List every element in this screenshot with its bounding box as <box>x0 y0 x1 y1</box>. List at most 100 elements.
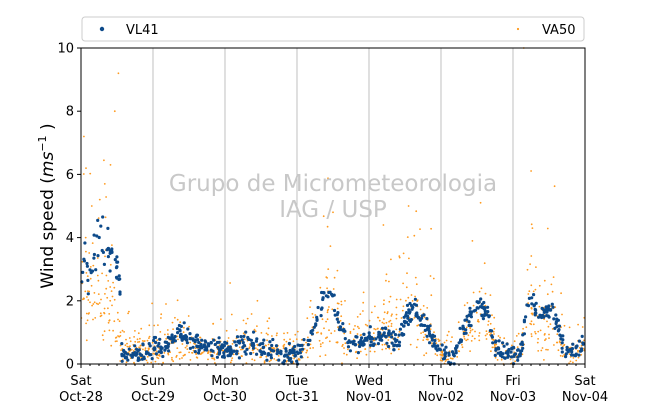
data-point <box>433 338 437 343</box>
data-point <box>311 313 314 315</box>
data-point <box>200 346 204 350</box>
data-point <box>555 341 558 344</box>
data-point <box>109 164 112 166</box>
data-point <box>319 343 322 345</box>
data-point <box>332 293 336 297</box>
data-point <box>162 361 165 364</box>
data-point <box>522 327 524 330</box>
data-point <box>466 338 469 341</box>
data-point <box>555 317 559 321</box>
data-point <box>87 290 89 292</box>
data-point <box>401 309 404 312</box>
data-point <box>493 316 496 319</box>
data-point <box>167 352 170 355</box>
x-tick-label-day: Sat <box>70 374 91 389</box>
data-point <box>199 336 201 339</box>
data-point <box>305 341 307 344</box>
data-point <box>232 353 235 356</box>
data-point <box>148 337 150 339</box>
data-point <box>116 260 120 264</box>
data-point <box>530 307 533 310</box>
data-point <box>422 313 426 317</box>
data-point <box>254 339 258 343</box>
data-point <box>444 345 448 349</box>
data-point <box>395 338 399 342</box>
data-point <box>461 346 464 349</box>
data-point <box>509 358 512 361</box>
data-point <box>364 348 367 350</box>
data-point <box>414 276 417 279</box>
data-point <box>513 340 516 343</box>
data-point <box>472 291 475 294</box>
data-point <box>285 340 288 343</box>
data-point <box>395 328 398 331</box>
data-point <box>378 319 381 322</box>
data-point <box>339 319 342 322</box>
data-point <box>284 349 288 353</box>
data-point <box>115 255 119 259</box>
data-point <box>295 359 299 363</box>
data-point <box>85 261 89 266</box>
data-point <box>89 277 92 280</box>
legend-marker-vl41 <box>99 26 105 32</box>
data-point <box>318 339 321 342</box>
data-point <box>408 301 412 306</box>
data-point <box>561 338 565 342</box>
data-point <box>120 359 124 363</box>
data-point <box>133 344 137 348</box>
data-point <box>473 337 476 340</box>
data-point <box>569 360 572 363</box>
data-point <box>344 300 346 302</box>
data-point <box>428 324 432 328</box>
data-point <box>557 324 562 328</box>
data-point <box>552 317 556 321</box>
data-point <box>306 356 309 359</box>
data-point <box>195 344 199 348</box>
data-point <box>271 337 275 342</box>
data-point <box>118 320 121 323</box>
data-point <box>410 294 413 296</box>
data-point <box>470 340 473 342</box>
data-point <box>319 314 323 318</box>
data-point <box>214 362 216 364</box>
data-point <box>97 293 100 295</box>
data-point <box>549 323 552 325</box>
data-point <box>294 333 297 336</box>
data-point <box>130 348 133 351</box>
data-point <box>580 353 583 356</box>
data-point <box>260 356 263 358</box>
data-point <box>574 346 578 350</box>
data-point <box>400 332 404 336</box>
data-point <box>335 317 339 321</box>
data-point <box>90 205 93 207</box>
data-point <box>134 340 137 343</box>
data-point <box>179 332 183 336</box>
data-point <box>416 324 419 327</box>
data-point <box>446 334 449 337</box>
data-point <box>458 350 461 353</box>
data-point <box>480 287 483 290</box>
x-tick-label-date: Nov-01 <box>346 390 392 405</box>
data-point <box>422 305 425 307</box>
data-point <box>501 341 505 345</box>
data-point <box>95 234 99 238</box>
data-point <box>405 286 408 289</box>
data-point <box>553 185 556 188</box>
y-tick-label: 8 <box>66 105 74 120</box>
data-point <box>370 337 375 341</box>
data-point <box>440 343 444 347</box>
data-point <box>346 345 351 349</box>
data-point <box>146 339 149 342</box>
data-point <box>434 353 437 355</box>
data-point <box>265 332 268 335</box>
data-point <box>167 333 169 336</box>
data-point <box>530 284 533 287</box>
data-point <box>266 320 269 323</box>
data-point <box>235 335 240 339</box>
data-point <box>493 346 496 349</box>
data-point <box>382 224 385 226</box>
data-point <box>164 333 166 336</box>
data-point <box>503 356 507 360</box>
data-point <box>188 346 192 350</box>
data-point <box>388 300 391 303</box>
